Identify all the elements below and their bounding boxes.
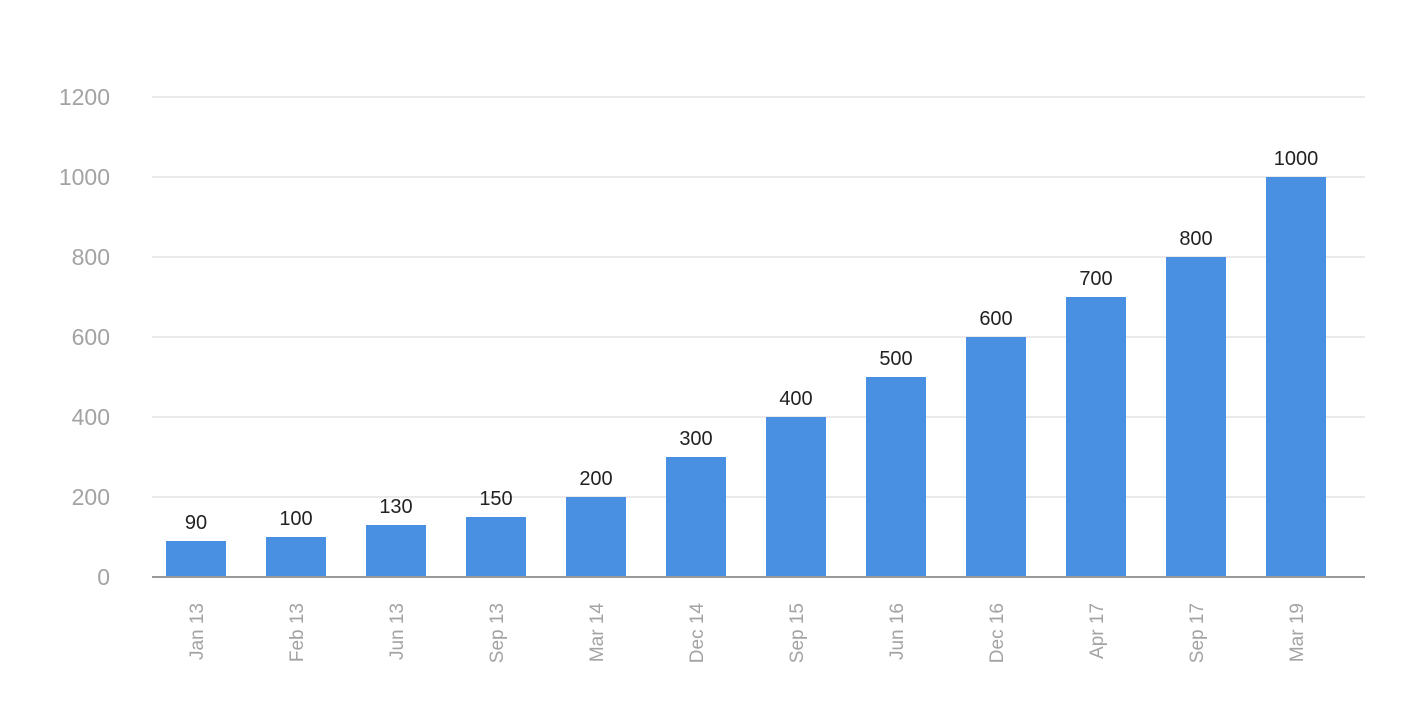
bars [166, 177, 1326, 577]
bar [466, 517, 526, 577]
x-tick-label: Feb 13 [287, 603, 308, 662]
x-tick-label: Apr 17 [1087, 603, 1108, 659]
bar [1266, 177, 1326, 577]
data-label: 500 [879, 348, 912, 370]
bar [966, 337, 1026, 577]
data-label: 150 [479, 488, 512, 510]
x-tick-label: Sep 17 [1187, 603, 1208, 663]
bar [1066, 297, 1126, 577]
bar [366, 525, 426, 577]
data-labels: 90 100 130 150 200 300 400 500 600 700 800 1000 [185, 148, 1318, 534]
bar [666, 457, 726, 577]
data-label: 400 [779, 388, 812, 410]
bar [266, 537, 326, 577]
y-tick-label: 1000 [59, 164, 110, 190]
data-label: 800 [1179, 228, 1212, 250]
x-tick-label: Sep 15 [787, 603, 808, 663]
data-label: 200 [579, 468, 612, 490]
x-tick-label: Jun 16 [887, 603, 908, 660]
y-tick-label: 200 [72, 484, 110, 510]
bar [766, 417, 826, 577]
y-tick-label: 800 [72, 244, 110, 270]
x-tick-label: Jun 13 [387, 603, 408, 660]
grid-lines [152, 96, 1365, 498]
y-tick-label: 400 [72, 404, 110, 430]
x-tick-label: Dec 16 [987, 603, 1008, 663]
data-label: 130 [379, 496, 412, 518]
data-label: 300 [679, 428, 712, 450]
x-tick-label: Mar 19 [1287, 603, 1308, 662]
x-axis: Jan 13 Feb 13 Jun 13 Sep 13 Mar 14 Dec 14 Sep … [152, 576, 1365, 664]
y-tick-label: 0 [97, 564, 110, 590]
x-tick-label: Jan 13 [187, 603, 208, 660]
y-tick-label: 1200 [59, 84, 110, 110]
bar [166, 541, 226, 577]
data-label: 90 [185, 512, 207, 534]
bar [1166, 257, 1226, 577]
data-label: 700 [1079, 268, 1112, 290]
data-label: 100 [279, 508, 312, 530]
x-tick-label: Sep 13 [487, 603, 508, 663]
y-tick-label: 600 [72, 324, 110, 350]
data-label: 600 [979, 308, 1012, 330]
data-label: 1000 [1274, 148, 1319, 170]
bar [866, 377, 926, 577]
y-axis: 0 200 400 600 800 1000 1200 [59, 84, 110, 590]
x-tick-label: Dec 14 [687, 603, 708, 664]
x-tick-label: Mar 14 [587, 603, 608, 663]
bar [566, 497, 626, 577]
